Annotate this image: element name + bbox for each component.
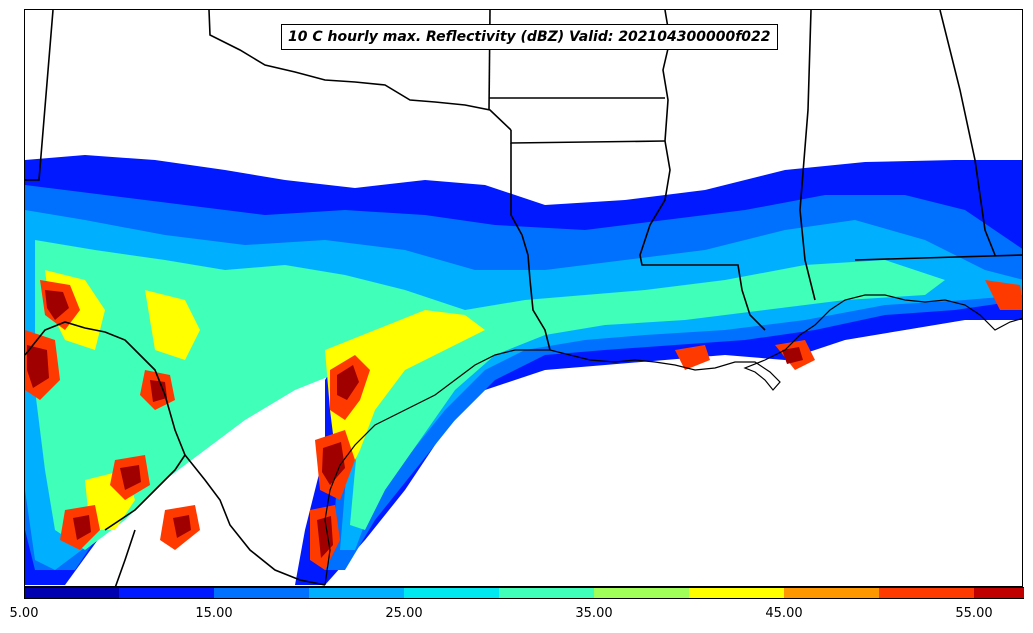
colorbar-tick-label: 45.00 xyxy=(765,606,803,621)
colorbar-segment xyxy=(974,587,1024,599)
state-boundaries xyxy=(25,10,1022,586)
colorbar-segment xyxy=(784,587,879,599)
reflectivity-map xyxy=(25,10,1022,586)
colorbar-tick-label: 25.00 xyxy=(385,606,423,621)
colorbar-segment xyxy=(309,587,404,599)
gulf-coastline xyxy=(324,294,1022,586)
reflectivity-field xyxy=(25,155,1022,585)
colorbar-segment xyxy=(594,587,689,599)
colorbar-segment xyxy=(119,587,214,599)
colorbar-segment xyxy=(879,587,974,599)
colorbar-tick-label: 55.00 xyxy=(955,606,993,621)
colorbar-tick-label: 15.00 xyxy=(195,606,233,621)
map-title: 10 C hourly max. Reflectivity (dBZ) Vali… xyxy=(281,24,778,50)
map-panel: 10 C hourly max. Reflectivity (dBZ) Vali… xyxy=(24,9,1023,587)
colorbar-segment xyxy=(499,587,594,599)
colorbar-segment xyxy=(24,587,119,599)
colorbar-segment xyxy=(404,587,499,599)
colorbar-outline xyxy=(24,587,1024,599)
colorbar-segment xyxy=(214,587,309,599)
colorbar-tick-label: 5.00 xyxy=(9,606,39,621)
precip-yellow-cores xyxy=(45,270,485,530)
colorbar-tick-label: 35.00 xyxy=(575,606,613,621)
precip-green-band xyxy=(35,240,945,550)
colorbar xyxy=(24,587,1024,599)
map-title-text: 10 C hourly max. Reflectivity (dBZ) Vali… xyxy=(288,29,771,45)
colorbar-segment xyxy=(689,587,784,599)
